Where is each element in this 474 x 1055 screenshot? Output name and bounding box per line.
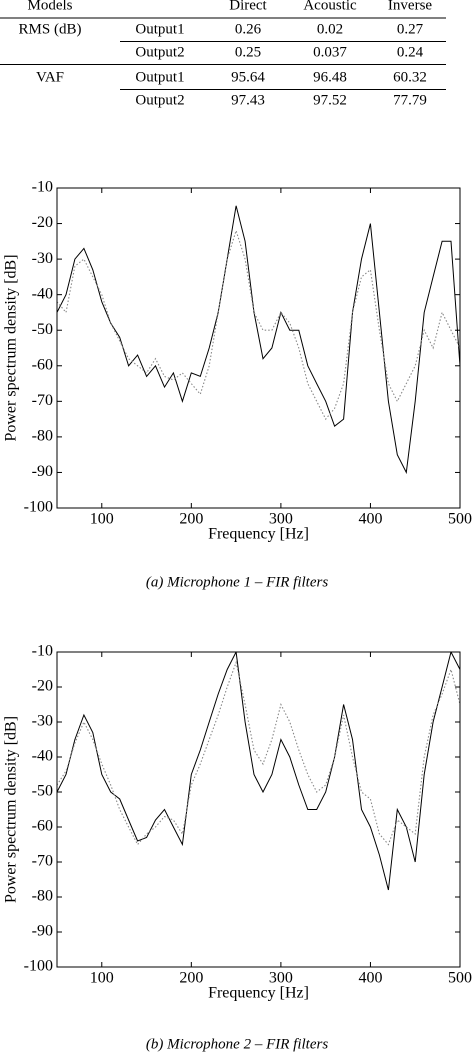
x-tick-label: 300: [269, 511, 293, 528]
table-cell: Output2: [135, 44, 184, 60]
table-cell: 0.24: [397, 44, 424, 60]
y-tick-label: -100: [24, 958, 53, 975]
y-tick-label: -10: [32, 179, 53, 196]
data-line: [57, 660, 460, 846]
y-tick-label: -30: [32, 713, 53, 730]
x-axis-label: Frequency [Hz]: [208, 526, 309, 543]
table-cell: 96.48: [313, 69, 347, 85]
table-cell: 95.64: [231, 69, 265, 85]
y-tick-label: -80: [32, 428, 53, 445]
y-tick-label: -30: [32, 250, 53, 267]
x-tick-label: 200: [179, 970, 203, 987]
y-tick-label: -70: [32, 392, 53, 409]
plot-frame: [56, 651, 461, 968]
table-cell: 60.32: [393, 69, 427, 85]
y-tick-label: -20: [32, 678, 53, 695]
y-tick-label: -40: [32, 748, 53, 765]
y-tick-label: -50: [32, 783, 53, 800]
x-tick-label: 200: [179, 511, 203, 528]
plot-frame: [56, 187, 461, 509]
x-tick-label: 400: [358, 511, 382, 528]
y-tick-label: -50: [32, 321, 53, 338]
table-header-cell: Inverse: [388, 0, 432, 13]
table-cell: 0.27: [397, 21, 424, 37]
table-cell: 0.02: [317, 21, 343, 37]
y-tick-label: -100: [24, 499, 53, 516]
table-cell: 0.26: [235, 21, 262, 37]
table-header-cell: Acoustic: [303, 0, 357, 13]
x-tick-label: 400: [358, 970, 382, 987]
table-cell: 0.037: [313, 44, 347, 60]
data-line: [57, 228, 460, 421]
y-tick-label: -80: [32, 888, 53, 905]
y-tick-label: -60: [32, 818, 53, 835]
x-tick-label: 500: [448, 970, 472, 987]
y-tick-label: -10: [32, 643, 53, 660]
y-axis-label: Power spectrum density [dB]: [3, 254, 20, 441]
table-cell: Output2: [135, 92, 184, 108]
table-header-cell: Models: [28, 0, 73, 13]
table-cell: Output1: [135, 21, 184, 37]
y-tick-label: -90: [32, 923, 53, 940]
table-header-cell: Direct: [229, 0, 267, 13]
table-cell: Output1: [135, 69, 184, 85]
chart: -10 -20 -30 -40 -50 -60 -70 -80 -90 -100 100 200 300…: [3, 179, 472, 591]
figure-caption: (b) Microphone 2 – FIR filters: [146, 1036, 328, 1052]
table-cell: 97.43: [231, 92, 265, 108]
table-cell: 77.79: [393, 92, 427, 108]
data-line: [57, 652, 460, 891]
chart: -10 -20 -30 -40 -50 -60 -70 -80 -90 -100 100 200 300…: [3, 643, 472, 1053]
x-tick-label: 100: [90, 511, 114, 528]
figure-caption: (a) Microphone 1 – FIR filters: [146, 574, 328, 590]
x-axis-label: Frequency [Hz]: [208, 985, 309, 1002]
y-tick-label: -20: [32, 214, 53, 231]
table-cell: 0.25: [235, 44, 261, 60]
table-group-label: VAF: [36, 69, 64, 85]
x-tick-label: 500: [448, 511, 472, 528]
x-tick-label: 100: [90, 970, 114, 987]
y-tick-label: -60: [32, 356, 53, 373]
y-tick-label: -90: [32, 463, 53, 480]
y-tick-label: -70: [32, 853, 53, 870]
y-tick-label: -40: [32, 285, 53, 302]
table-cell: 97.52: [313, 92, 347, 108]
data-line: [57, 205, 460, 475]
y-axis-label: Power spectrum density [dB]: [3, 716, 20, 903]
table-group-label: RMS (dB): [19, 21, 82, 37]
x-tick-label: 300: [269, 970, 293, 987]
